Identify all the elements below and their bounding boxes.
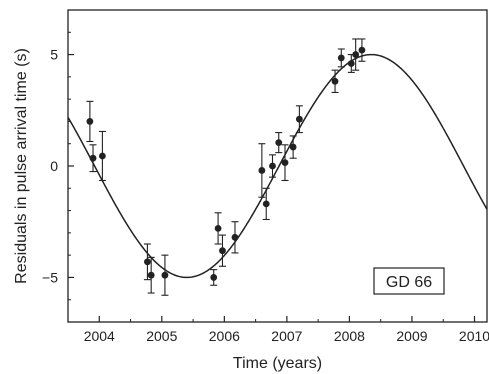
data-points	[86, 38, 366, 296]
data-point	[347, 54, 355, 73]
data-marker	[86, 118, 94, 125]
data-point	[98, 130, 106, 182]
data-point	[231, 221, 239, 254]
data-marker	[289, 143, 297, 151]
data-point	[214, 212, 222, 245]
x-tick-label: 2010	[459, 328, 489, 344]
data-point	[89, 144, 97, 173]
data-marker	[337, 54, 345, 62]
data-point	[210, 269, 218, 286]
data-marker	[161, 271, 169, 279]
data-marker	[219, 247, 226, 255]
data-marker	[331, 77, 339, 85]
data-marker	[275, 139, 283, 147]
x-tick-label: 2004	[84, 328, 115, 344]
data-marker	[269, 162, 276, 170]
x-tick-label: 2005	[146, 328, 177, 344]
data-marker	[258, 167, 266, 174]
data-point	[281, 144, 289, 182]
annotation-frame	[373, 267, 445, 295]
data-marker	[147, 271, 155, 279]
data-point	[262, 187, 270, 221]
x-ticks: 2004 2005 2006 2007 2008 2009 2010	[67, 316, 489, 344]
y-tick-label: −5	[42, 269, 58, 285]
x-tick-label: 2008	[334, 328, 365, 344]
x-tick-label: 2007	[271, 328, 302, 344]
y-tick-label: 5	[50, 47, 58, 63]
fit-curve	[67, 53, 488, 279]
data-point	[352, 38, 360, 71]
data-marker	[352, 51, 360, 58]
data-point	[295, 105, 303, 134]
y-ticks: −5 0 5	[42, 31, 74, 301]
data-point	[218, 234, 226, 267]
data-marker	[262, 200, 270, 208]
data-point	[289, 135, 297, 159]
x-axis-title: Time (years)	[233, 355, 322, 372]
data-point	[275, 132, 283, 154]
data-point	[86, 100, 94, 143]
data-point	[358, 38, 366, 62]
data-marker	[281, 159, 289, 167]
data-point	[143, 243, 151, 281]
data-point	[147, 256, 155, 294]
x-tick-label: 2006	[209, 328, 240, 344]
x-tick-label: 2009	[396, 328, 427, 344]
data-marker	[144, 258, 151, 266]
data-marker	[210, 274, 218, 281]
data-marker	[231, 233, 239, 241]
data-marker	[347, 60, 355, 67]
data-marker	[295, 115, 303, 123]
data-marker	[98, 152, 106, 160]
y-tick-label: 0	[50, 158, 58, 174]
y-axis-title: Residuals in pulse arrival time (s)	[13, 48, 30, 284]
data-point	[258, 143, 266, 198]
data-point	[161, 254, 169, 296]
data-marker	[358, 46, 366, 54]
data-point	[331, 69, 339, 94]
annotation-box: GD 66	[373, 267, 445, 295]
data-marker	[214, 225, 222, 232]
data-point	[337, 48, 345, 68]
data-marker	[89, 154, 97, 162]
data-point	[268, 154, 276, 178]
annotation-label: GD 66	[386, 274, 432, 291]
